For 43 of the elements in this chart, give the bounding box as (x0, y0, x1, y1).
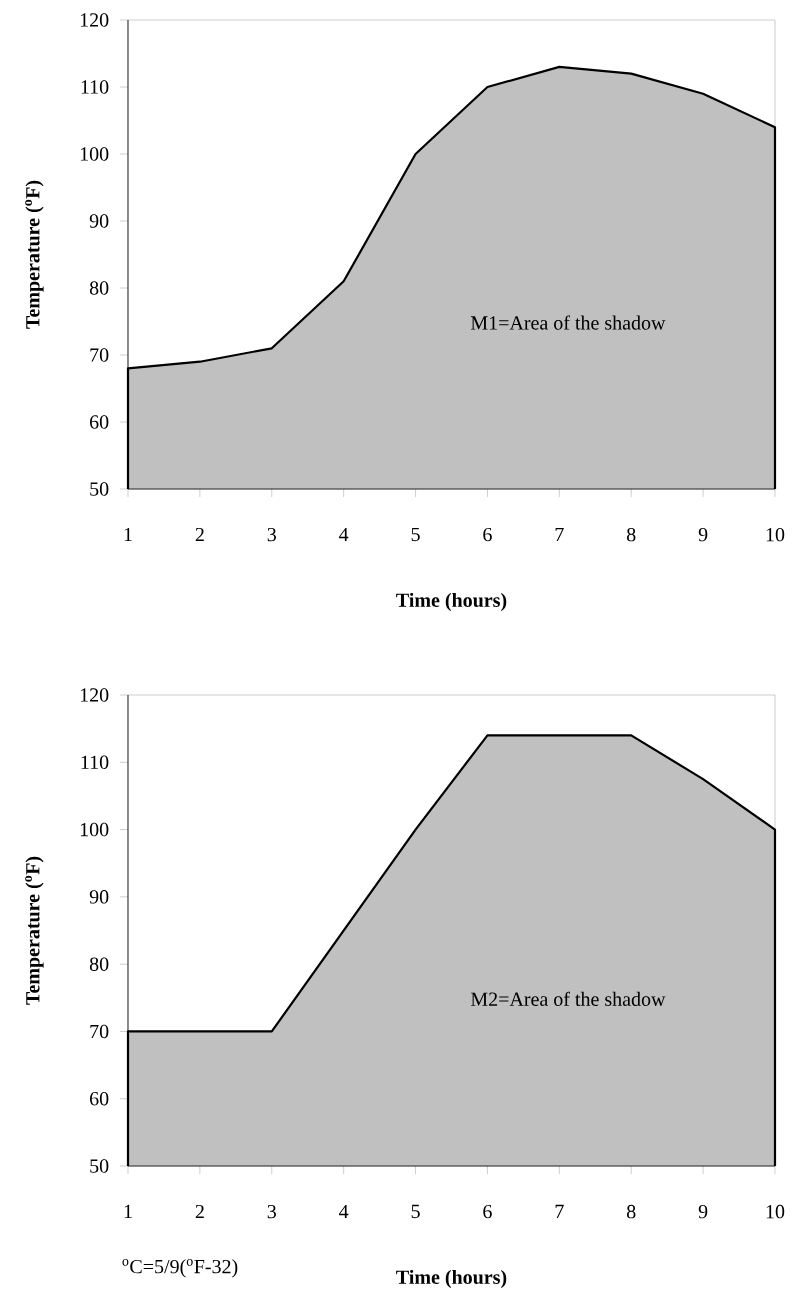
y-tick-label: 110 (81, 80, 109, 94)
y-tick-label: 90 (89, 890, 109, 904)
x-tick-label: 7 (555, 527, 564, 541)
y-tick-label: 100 (80, 147, 109, 161)
x-tick-label: 9 (698, 1204, 708, 1219)
x-tick-label: 5 (411, 527, 420, 542)
y-tick-label: 60 (89, 1091, 109, 1106)
y-tick-label: 80 (89, 281, 109, 295)
x-tick-label: 6 (483, 1204, 492, 1219)
x-axis-title: Time (hours) (396, 1269, 507, 1289)
x-tick-label: 8 (626, 1204, 636, 1219)
y-tick-label: 70 (90, 1024, 109, 1039)
y-tick-label: 70 (90, 348, 109, 362)
y-axis-title: Temperature ($^{o}$F) (25, 856, 44, 1005)
x-tick-label: 8 (626, 527, 636, 542)
text: $^{o}$C=5/9($^{o}$F-32) (122, 1259, 238, 1278)
y-tick-label: 120 (80, 688, 109, 702)
x-tick-label: 7 (555, 1204, 564, 1218)
x-tick-label: 4 (339, 1204, 349, 1219)
annotation: M1=Area of the shadow (470, 315, 666, 330)
annotation: M2=Area of the shadow (470, 991, 666, 1006)
x-tick-label: 3 (267, 1204, 276, 1219)
x-tick-label: 6 (483, 527, 492, 542)
y-tick-label: 100 (80, 822, 109, 837)
x-axis-title: Time (hours) (396, 592, 507, 612)
y-axis-title: Temperature ($^{o}$F) (25, 180, 44, 329)
y-tick-label: 110 (81, 755, 109, 770)
y-tick-label: 50 (90, 482, 109, 496)
x-tick-label: 3 (267, 527, 276, 542)
x-tick-label: 2 (195, 527, 204, 542)
x-tick-label: 5 (411, 1204, 420, 1219)
x-tick-label: 9 (698, 527, 708, 542)
x-tick-label: 4 (339, 527, 349, 542)
x-tick-label: 10 (766, 1204, 785, 1219)
x-tick-label: 1 (124, 1204, 132, 1219)
x-tick-label: 10 (766, 527, 785, 542)
x-tick-label: 1 (124, 527, 132, 542)
y-tick-label: 120 (80, 13, 109, 27)
y-tick-label: 80 (89, 957, 109, 971)
y-tick-label: 90 (89, 214, 109, 228)
y-tick-label: 60 (89, 415, 109, 429)
x-tick-label: 2 (195, 1204, 204, 1219)
y-tick-label: 50 (90, 1159, 109, 1173)
